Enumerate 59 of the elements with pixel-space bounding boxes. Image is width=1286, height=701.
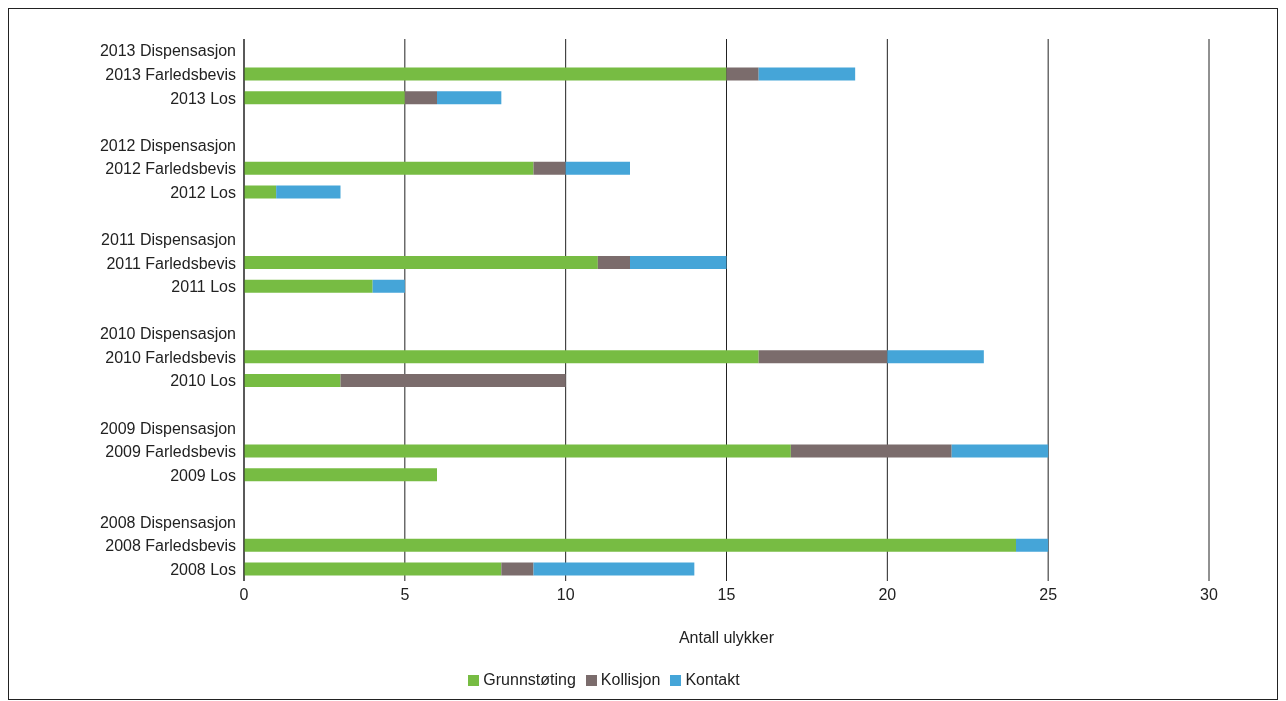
y-tick-label: 2010 Dispensasjon (99, 325, 236, 343)
x-tick-label: 30 (1200, 586, 1218, 604)
bar (244, 67, 727, 81)
bar (244, 350, 759, 364)
y-tick-label: 2012 Dispensasjon (99, 136, 236, 154)
x-tick-label: 15 (717, 586, 736, 604)
bar (244, 468, 437, 482)
legend-label: Kollisjon (600, 671, 661, 688)
legend-label: Kontakt (685, 671, 740, 688)
x-tick-label: 0 (239, 586, 249, 604)
y-tick-label: 2012 Los (170, 183, 236, 201)
y-tick-label: 2011 Dispensasjon (101, 230, 236, 248)
y-tick-label: 2010 Los (170, 372, 236, 390)
y-tick-label: 2013 Dispensasjon (99, 42, 236, 60)
bar (726, 67, 759, 81)
bar (244, 279, 373, 293)
bar (340, 373, 566, 387)
bar (244, 538, 1016, 552)
bar (758, 67, 856, 81)
bar (758, 350, 888, 364)
x-tick-label: 25 (1039, 586, 1058, 604)
y-tick-label: 2009 Dispensasjon (99, 419, 236, 437)
x-tick-label: 20 (878, 586, 897, 604)
y-tick-label: 2013 Farledsbevis (105, 66, 236, 84)
bar (533, 161, 566, 175)
bar (244, 256, 598, 270)
bar (244, 91, 405, 105)
y-tick-label: 2012 Farledsbevis (105, 160, 236, 178)
y-tick-label: 2013 Los (170, 89, 236, 107)
bar (244, 444, 791, 458)
y-tick-label: 2008 Dispensasjon (99, 513, 236, 531)
bar (1016, 538, 1049, 552)
x-tick-label: 10 (556, 586, 575, 604)
bar (565, 161, 630, 175)
bar (244, 161, 534, 175)
legend-label: Grunnstøting (483, 671, 576, 688)
y-tick-label: 2008 Farledsbevis (105, 537, 236, 555)
bar (244, 562, 502, 576)
bar (630, 256, 727, 270)
y-tick-label: 2008 Los (170, 560, 236, 578)
bar (244, 373, 341, 387)
y-tick-label: 2011 Farledsbevis (106, 254, 236, 272)
bar (790, 444, 952, 458)
bar (372, 279, 405, 293)
bar (501, 562, 534, 576)
bar (887, 350, 984, 364)
y-tick-label: 2010 Farledsbevis (105, 348, 236, 366)
x-tick-label: 5 (400, 586, 410, 604)
bar (404, 91, 437, 105)
y-tick-label: 2009 Farledsbevis (105, 443, 236, 461)
x-axis-title: Antall ulykker (678, 629, 775, 646)
bar (533, 562, 695, 576)
bar (437, 91, 502, 105)
bar (244, 185, 277, 199)
bar (951, 444, 1049, 458)
bar (597, 256, 630, 270)
y-tick-label: 2011 Los (171, 278, 236, 296)
bar (276, 185, 341, 199)
y-tick-label: 2009 Los (170, 466, 236, 484)
